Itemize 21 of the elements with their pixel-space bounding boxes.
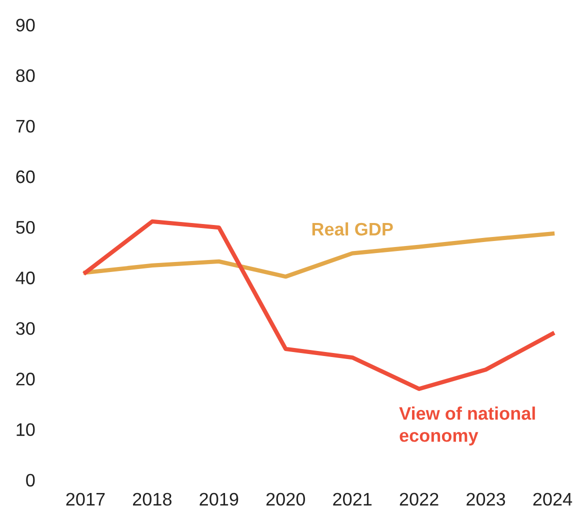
series-label: Real GDP [312, 222, 393, 236]
x-tick-label: 2020 [266, 492, 306, 506]
y-tick-label: 0 [26, 474, 35, 487]
y-tick-label: 20 [16, 372, 35, 386]
y-tick-label: 80 [16, 69, 35, 82]
y-tick-label: 50 [16, 220, 35, 234]
x-tick-label: 2024 [533, 492, 572, 506]
x-tick-label: 2018 [133, 492, 172, 506]
y-tick-label: 30 [16, 322, 35, 335]
y-tick-label: 40 [16, 272, 35, 284]
y-tick-label: 60 [16, 170, 35, 184]
x-tick-label: 2019 [200, 492, 238, 506]
y-tick-label: 10 [16, 423, 35, 436]
x-tick-label: 2022 [400, 492, 438, 506]
y-tick-label: 90 [16, 18, 35, 32]
y-tick-label: 70 [16, 120, 35, 133]
x-tick-label: 2017 [66, 492, 105, 506]
x-tick-label: 2021 [333, 492, 372, 506]
series-label: View of national economy [399, 406, 535, 446]
line-series [83, 219, 555, 391]
x-tick-label: 2023 [466, 492, 506, 506]
